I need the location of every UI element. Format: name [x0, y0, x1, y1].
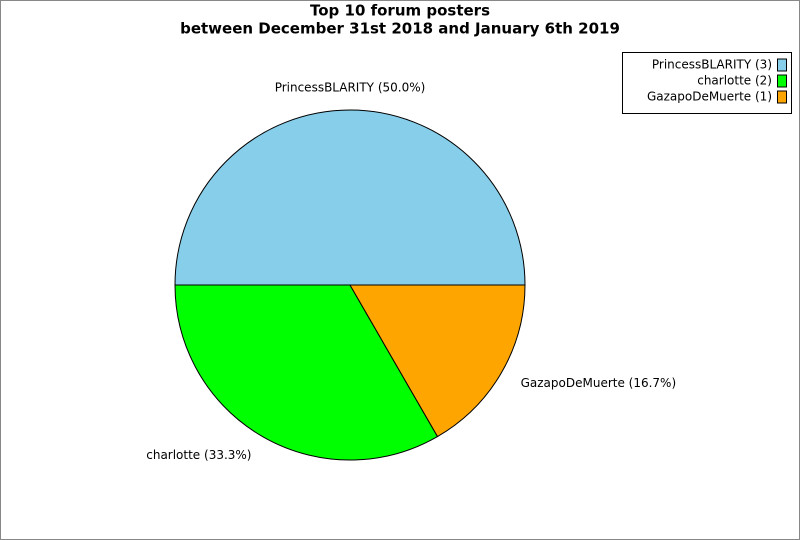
legend-swatch	[777, 90, 787, 104]
legend-swatch	[777, 58, 787, 72]
slice-label: GazapoDeMuerte (16.7%)	[521, 376, 677, 390]
pie-slice	[349, 284, 526, 438]
slice-label: PrincessBLARITY (50.0%)	[275, 81, 426, 95]
legend-box	[622, 52, 792, 114]
chart-title: Top 10 forum posters	[310, 2, 490, 20]
legend-swatch	[777, 74, 787, 88]
chart-subtitle: between December 31st 2018 and January 6…	[180, 20, 620, 38]
legend-label: GazapoDeMuerte (1)	[647, 90, 772, 104]
slice-label: charlotte (33.3%)	[146, 448, 251, 462]
legend-label: PrincessBLARITY (3)	[652, 58, 772, 72]
pie-slice	[174, 284, 439, 461]
pie-slice	[174, 109, 526, 286]
legend-label: charlotte (2)	[697, 74, 772, 88]
